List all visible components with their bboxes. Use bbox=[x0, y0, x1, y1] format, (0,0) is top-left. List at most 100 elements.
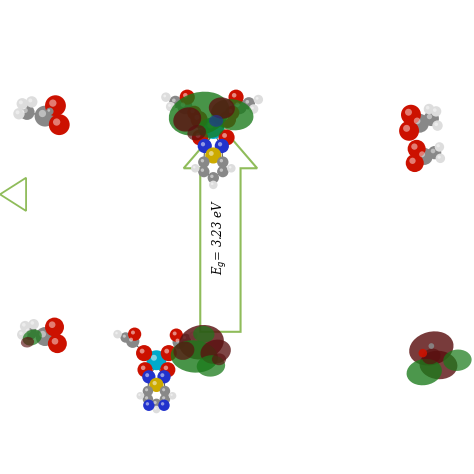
Circle shape bbox=[219, 168, 223, 172]
Circle shape bbox=[232, 99, 247, 114]
Circle shape bbox=[155, 408, 156, 410]
Circle shape bbox=[53, 118, 60, 126]
Circle shape bbox=[151, 399, 162, 409]
Circle shape bbox=[158, 400, 170, 411]
Circle shape bbox=[427, 114, 432, 119]
Ellipse shape bbox=[428, 343, 434, 349]
Circle shape bbox=[229, 166, 231, 168]
Text: E$_g$= 3.23 eV: E$_g$= 3.23 eV bbox=[211, 199, 229, 275]
Circle shape bbox=[28, 319, 39, 329]
Circle shape bbox=[198, 139, 212, 153]
Circle shape bbox=[198, 156, 210, 168]
Circle shape bbox=[256, 97, 259, 100]
Circle shape bbox=[433, 108, 437, 112]
Circle shape bbox=[194, 115, 200, 120]
Circle shape bbox=[228, 109, 233, 113]
Circle shape bbox=[161, 345, 177, 361]
Circle shape bbox=[145, 388, 148, 392]
Circle shape bbox=[163, 95, 166, 98]
Ellipse shape bbox=[193, 326, 214, 343]
Circle shape bbox=[243, 97, 255, 109]
Circle shape bbox=[414, 118, 420, 124]
Ellipse shape bbox=[201, 339, 231, 364]
Circle shape bbox=[227, 164, 236, 173]
Circle shape bbox=[49, 100, 56, 107]
Circle shape bbox=[160, 373, 164, 377]
Circle shape bbox=[426, 106, 429, 109]
Circle shape bbox=[169, 96, 182, 108]
Circle shape bbox=[410, 114, 429, 133]
Circle shape bbox=[149, 378, 164, 392]
Circle shape bbox=[19, 105, 35, 120]
Circle shape bbox=[166, 102, 175, 111]
Circle shape bbox=[254, 95, 263, 104]
Circle shape bbox=[141, 365, 146, 370]
Circle shape bbox=[157, 370, 171, 383]
Circle shape bbox=[160, 386, 170, 396]
Circle shape bbox=[434, 122, 438, 126]
Circle shape bbox=[142, 370, 155, 383]
Circle shape bbox=[172, 99, 176, 102]
Circle shape bbox=[431, 149, 435, 153]
Circle shape bbox=[189, 331, 198, 340]
Circle shape bbox=[408, 140, 426, 158]
Circle shape bbox=[36, 327, 55, 346]
Circle shape bbox=[115, 332, 118, 334]
Circle shape bbox=[35, 106, 55, 127]
Circle shape bbox=[17, 329, 27, 340]
Circle shape bbox=[52, 338, 58, 345]
Ellipse shape bbox=[409, 331, 454, 365]
Circle shape bbox=[201, 168, 204, 172]
Circle shape bbox=[228, 90, 244, 105]
Circle shape bbox=[162, 396, 165, 400]
Circle shape bbox=[210, 174, 214, 178]
Circle shape bbox=[181, 102, 185, 107]
Circle shape bbox=[17, 98, 28, 109]
Circle shape bbox=[47, 109, 50, 112]
Circle shape bbox=[424, 111, 439, 126]
Ellipse shape bbox=[179, 325, 224, 359]
Circle shape bbox=[138, 394, 140, 396]
Circle shape bbox=[140, 349, 145, 354]
Circle shape bbox=[19, 331, 23, 335]
Circle shape bbox=[191, 333, 193, 336]
Circle shape bbox=[246, 100, 249, 104]
Circle shape bbox=[145, 396, 148, 400]
Circle shape bbox=[419, 151, 425, 157]
Circle shape bbox=[401, 105, 421, 125]
Circle shape bbox=[146, 350, 166, 370]
Ellipse shape bbox=[173, 107, 201, 132]
Circle shape bbox=[143, 400, 155, 411]
Ellipse shape bbox=[419, 349, 427, 357]
Circle shape bbox=[191, 111, 208, 128]
Circle shape bbox=[22, 323, 26, 327]
Circle shape bbox=[410, 158, 416, 164]
Circle shape bbox=[219, 129, 235, 146]
Circle shape bbox=[160, 362, 175, 377]
Circle shape bbox=[145, 373, 149, 377]
Circle shape bbox=[13, 108, 25, 119]
Ellipse shape bbox=[209, 97, 235, 119]
Circle shape bbox=[173, 331, 177, 336]
Circle shape bbox=[168, 104, 171, 107]
Circle shape bbox=[219, 159, 223, 163]
Circle shape bbox=[438, 155, 441, 159]
Circle shape bbox=[46, 108, 54, 115]
Circle shape bbox=[169, 392, 176, 400]
Circle shape bbox=[30, 321, 34, 325]
Circle shape bbox=[405, 109, 412, 116]
Circle shape bbox=[202, 117, 224, 139]
Circle shape bbox=[153, 381, 157, 385]
Circle shape bbox=[171, 394, 173, 396]
Ellipse shape bbox=[407, 359, 442, 385]
Ellipse shape bbox=[21, 337, 34, 347]
Circle shape bbox=[222, 133, 227, 138]
Circle shape bbox=[219, 111, 236, 128]
Circle shape bbox=[164, 365, 168, 370]
Ellipse shape bbox=[209, 115, 223, 127]
Circle shape bbox=[399, 121, 419, 141]
Circle shape bbox=[153, 406, 160, 413]
Circle shape bbox=[128, 328, 141, 341]
Circle shape bbox=[137, 392, 144, 400]
Circle shape bbox=[249, 104, 258, 114]
